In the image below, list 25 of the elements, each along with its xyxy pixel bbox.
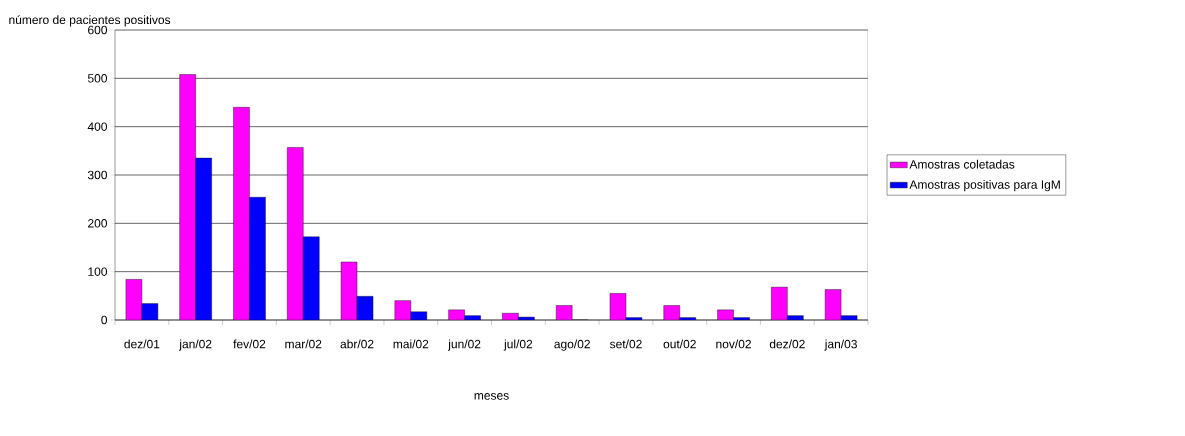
- legend-label: Amostras coletadas: [909, 159, 1015, 169]
- x-tick-label: dez/02: [769, 339, 805, 349]
- x-tick-label: jun/02: [447, 339, 481, 351]
- x-tick-label: dez/01: [124, 339, 160, 349]
- x-tick-label: set/02: [609, 339, 642, 349]
- legend-label: Amostras positivas para IgM: [909, 179, 1060, 192]
- x-tick-label: ago/02: [554, 339, 590, 351]
- x-tick-label: nov/02: [716, 339, 751, 349]
- y-tick-label: 100: [88, 267, 108, 276]
- x-axis-title: meses: [474, 393, 509, 400]
- y-tick-label: 500: [87, 74, 108, 83]
- x-tick-label: abr/02: [340, 339, 374, 349]
- x-tick-label: jul/02: [503, 339, 533, 351]
- x-tick-label: fev/02: [233, 339, 266, 349]
- y-tick-label: 600: [88, 25, 108, 35]
- y-tick-label: 400: [87, 122, 108, 131]
- x-tick-label: jan/03: [824, 339, 857, 351]
- y-tick-label: 300: [87, 170, 108, 180]
- y-tick-label: 200: [88, 219, 108, 228]
- y-tick-label: 0: [101, 315, 108, 325]
- y-axis-title: número de pacientes positivos: [9, 15, 171, 27]
- x-tick-label: jan/02: [179, 339, 212, 351]
- x-tick-label: out/02: [663, 339, 696, 349]
- x-tick-label: mar/02: [285, 339, 322, 349]
- x-tick-label: mai/02: [393, 339, 429, 349]
